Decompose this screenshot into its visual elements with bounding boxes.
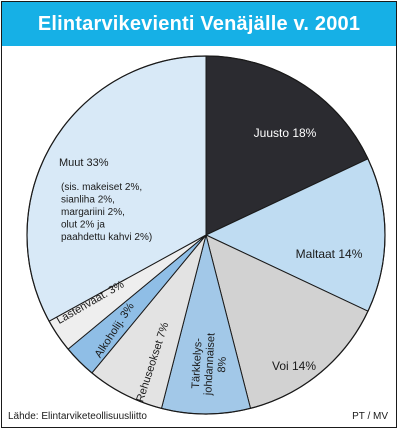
source-note: Lähde: Elintarviketeollisuusliitto [8,411,147,422]
slice-label-0: Juusto 18% [254,126,317,140]
slice-label-7: Muut 33% [59,157,109,169]
title-bar: Elintarvikevienti Venäjälle v. 2001 [2,2,396,46]
slice-label-1: Maltaat 14% [296,247,363,261]
pie-outline [26,55,386,415]
chart-title: Elintarvikevienti Venäjälle v. 2001 [37,13,361,35]
credit-note: PT / MV [352,411,388,422]
slice-note-7: (sis. makeiset 2%, sianliha 2%, margariini… [61,182,152,243]
slice-label-3: Tärkkelys-johdannaiset8% [190,332,231,397]
slice-label-2: Voi 14% [272,359,316,373]
